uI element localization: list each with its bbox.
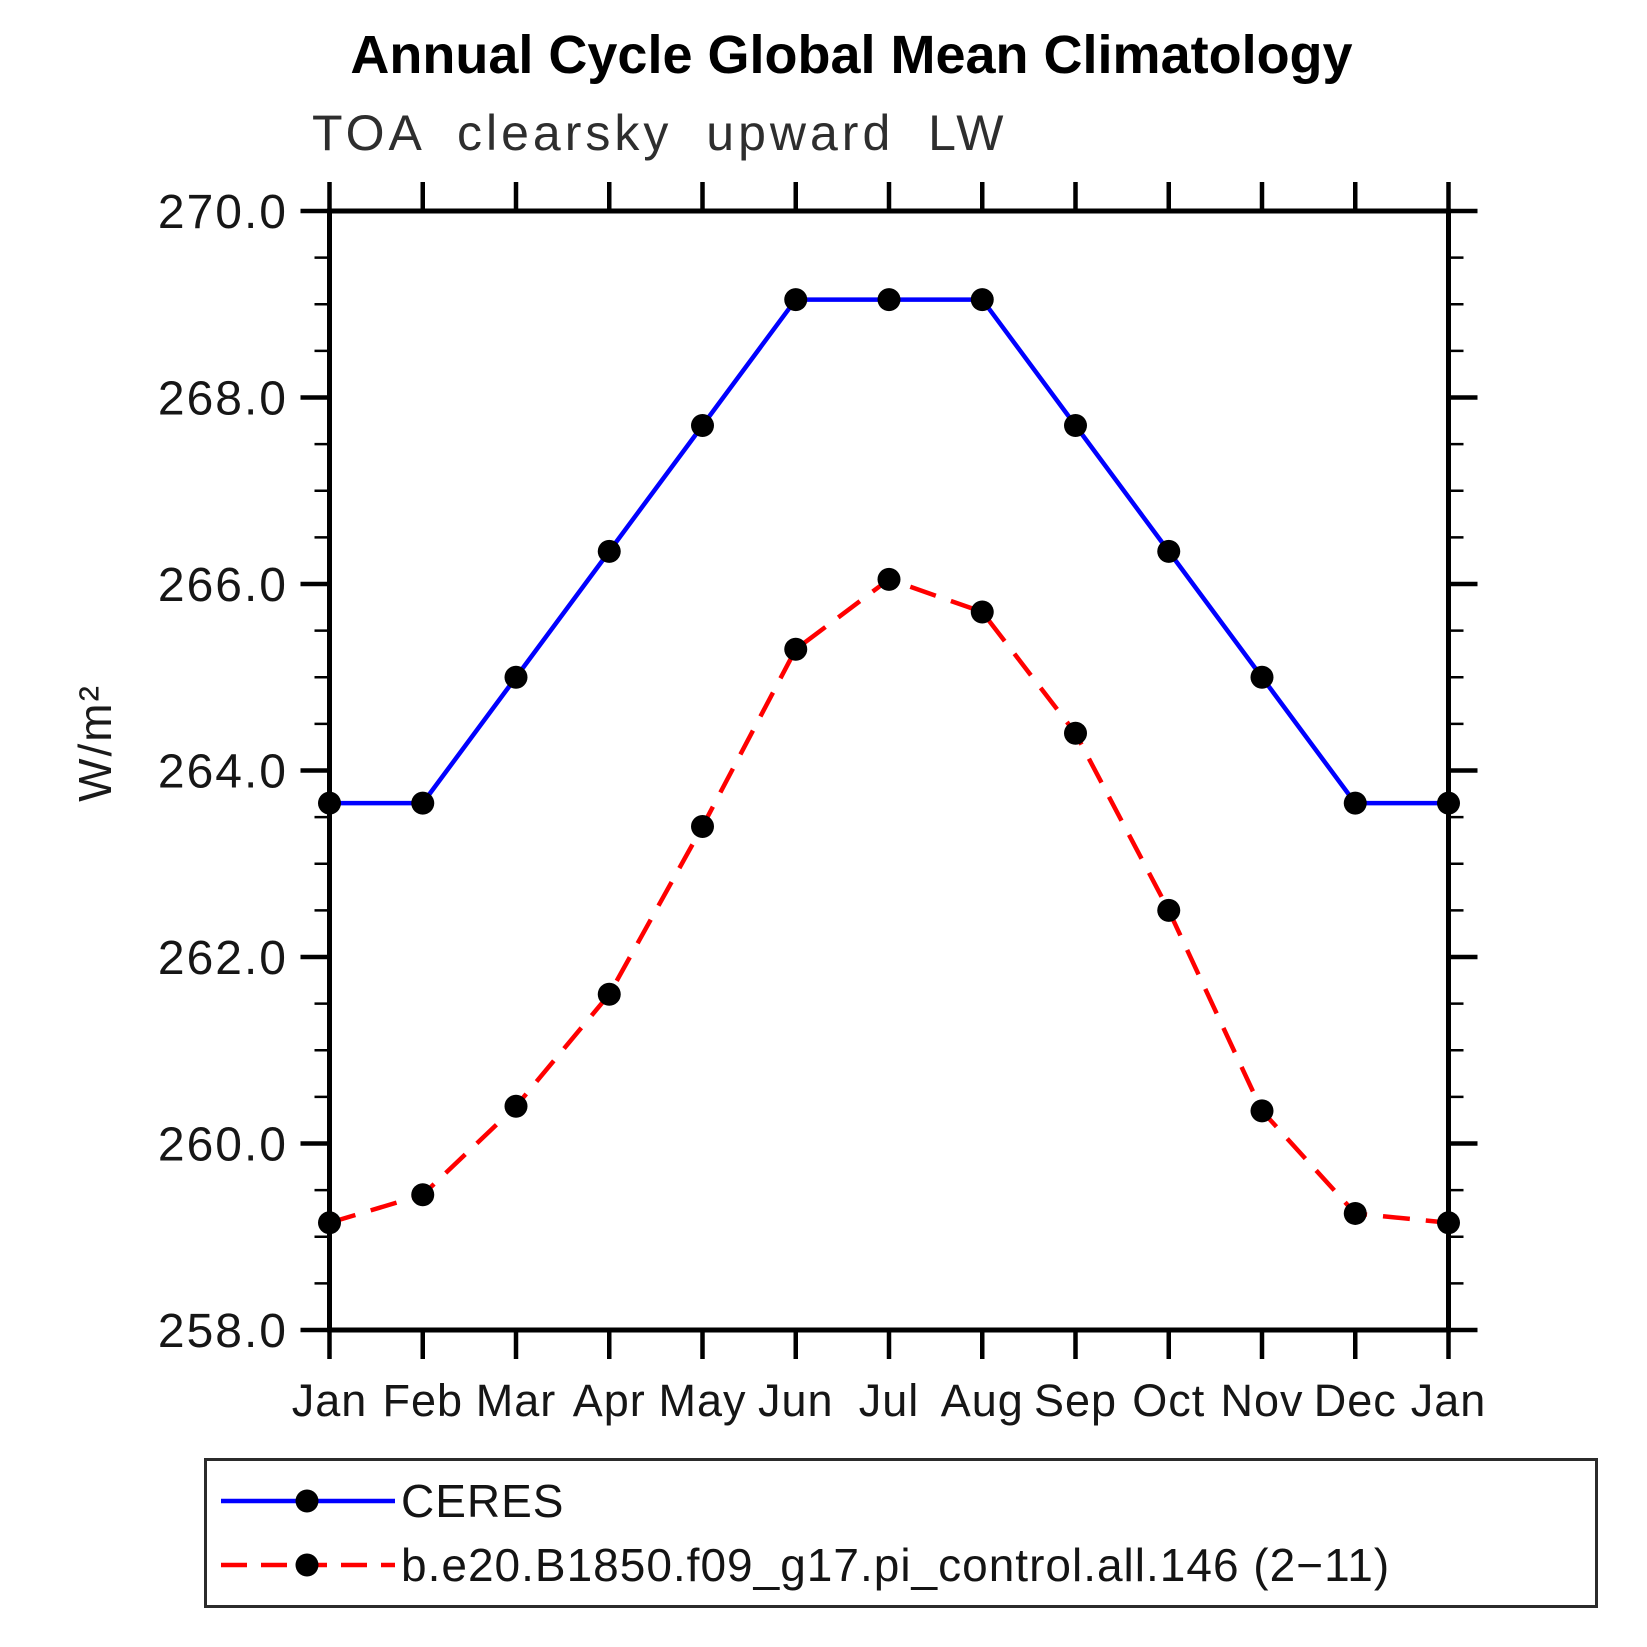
svg-text:Nov: Nov bbox=[1220, 1375, 1303, 1426]
svg-text:260.0: 260.0 bbox=[158, 1119, 288, 1172]
svg-text:Jul: Jul bbox=[859, 1375, 920, 1426]
chart-subtitle: TOA clearsky upward LW bbox=[312, 105, 1008, 161]
model-line-icon bbox=[221, 1553, 395, 1577]
series-markers bbox=[318, 288, 1460, 1235]
svg-text:Apr: Apr bbox=[573, 1375, 646, 1426]
svg-text:Jan: Jan bbox=[1411, 1375, 1487, 1426]
y-tick-labels: 270.0 268.0 266.0 264.0 262.0 260.0 258.0 bbox=[158, 186, 288, 1358]
svg-text:Sep: Sep bbox=[1034, 1375, 1117, 1426]
svg-text:Mar: Mar bbox=[476, 1375, 557, 1426]
svg-text:Oct: Oct bbox=[1132, 1375, 1205, 1426]
svg-text:266.0: 266.0 bbox=[158, 559, 288, 612]
svg-text:May: May bbox=[658, 1375, 746, 1426]
axis-ticks bbox=[300, 182, 1478, 1359]
svg-text:268.0: 268.0 bbox=[158, 373, 288, 426]
chart-title: Annual Cycle Global Mean Climatology bbox=[350, 25, 1353, 85]
svg-text:258.0: 258.0 bbox=[158, 1305, 288, 1358]
x-tick-labels: Jan Feb Mar Apr May Jun Jul Aug Sep Oct Nov Dec Jan bbox=[292, 1375, 1487, 1426]
svg-text:264.0: 264.0 bbox=[158, 746, 288, 799]
svg-text:Aug: Aug bbox=[941, 1375, 1024, 1426]
svg-text:Feb: Feb bbox=[382, 1375, 463, 1426]
svg-text:Jun: Jun bbox=[758, 1375, 834, 1426]
svg-text:262.0: 262.0 bbox=[158, 932, 288, 985]
svg-text:Jan: Jan bbox=[292, 1375, 368, 1426]
legend-label-ceres: CERES bbox=[401, 1475, 565, 1527]
plot-frame bbox=[327, 208, 1451, 1333]
legend-box: CERES b.e20.B1850.f09_g17.pi_control.all… bbox=[204, 1458, 1598, 1608]
series-lines bbox=[328, 297, 1449, 1226]
svg-text:270.0: 270.0 bbox=[158, 186, 288, 239]
legend-label-model: b.e20.B1850.f09_g17.pi_control.all.146 (… bbox=[401, 1539, 1391, 1591]
ceres-line-icon bbox=[221, 1489, 395, 1513]
legend-item-ceres: CERES bbox=[215, 1475, 1595, 1527]
legend-item-model: b.e20.B1850.f09_g17.pi_control.all.146 (… bbox=[215, 1539, 1595, 1591]
svg-text:Dec: Dec bbox=[1314, 1375, 1397, 1426]
